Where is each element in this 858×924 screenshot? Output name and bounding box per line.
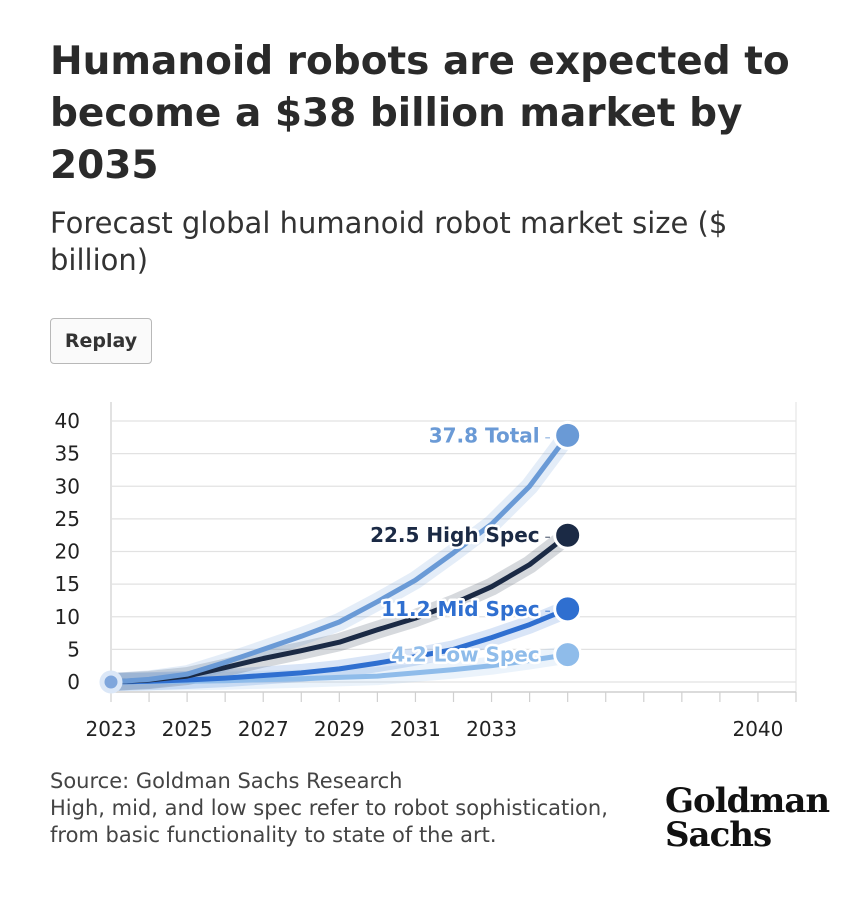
series-lines [108,432,571,685]
end-label-connector: - [544,600,551,621]
end-label-high-spec: 22.5 High Spec [370,523,540,547]
x-tick-label: 2033 [466,717,517,741]
end-label-mid-spec: 11.2 Mid Spec [381,597,540,621]
series-line-total [108,432,571,685]
end-label-total: 37.8 Total [429,423,540,447]
y-tick-label: 35 [55,442,80,466]
source-line: Source: Goldman Sachs Research [50,769,403,793]
y-axis: 0 5 10 15 20 25 30 35 40 [55,409,80,694]
chart-title: Humanoid robots are expected to become a… [50,39,790,188]
end-point-mid-spec[interactable] [553,594,583,624]
x-tick-label: 2025 [162,717,213,741]
y-tick-label: 30 [55,474,80,498]
x-tick-label: 2027 [238,717,289,741]
end-point-low-spec[interactable] [553,640,583,670]
y-tick-label: 15 [55,572,80,596]
logo-line-1: Goldman [665,781,830,821]
end-point-high-spec[interactable] [553,520,583,550]
chart-subtitle: Forecast global humanoid robot market si… [50,206,728,277]
end-label-connector: - [544,646,551,667]
y-tick-label: 5 [67,637,80,661]
source-note: Source: Goldman Sachs Research High, mid… [50,768,650,849]
x-axis: 2023 2025 2027 2029 2031 2033 2040 [86,692,797,741]
x-tick-label: 2029 [314,717,365,741]
start-point-marker [99,670,123,694]
x-tick-label: 2040 [732,717,783,741]
x-tick-label: 2031 [390,717,441,741]
end-point-total[interactable] [553,420,583,450]
series-line-mid-spec [108,606,571,685]
y-tick-label: 0 [67,670,80,694]
end-label-connector: - [544,426,551,447]
series-labels: 37.8 Total -22.5 High Spec -11.2 Mid Spec -… [99,420,583,694]
logo-line-2: Sachs [665,815,772,855]
end-label-low-spec: 4.2 Low Spec [391,643,539,667]
y-tick-label: 25 [55,507,80,531]
end-label-connector: - [544,526,551,547]
goldman-sachs-logo: Goldman Sachs [665,784,845,852]
y-tick-label: 20 [55,540,80,564]
y-tick-label: 10 [55,605,80,629]
x-tick-label: 2023 [86,717,137,741]
y-tick-label: 40 [55,409,80,433]
definition-note: High, mid, and low spec refer to robot s… [50,796,608,847]
replay-button[interactable]: Replay [50,318,152,364]
